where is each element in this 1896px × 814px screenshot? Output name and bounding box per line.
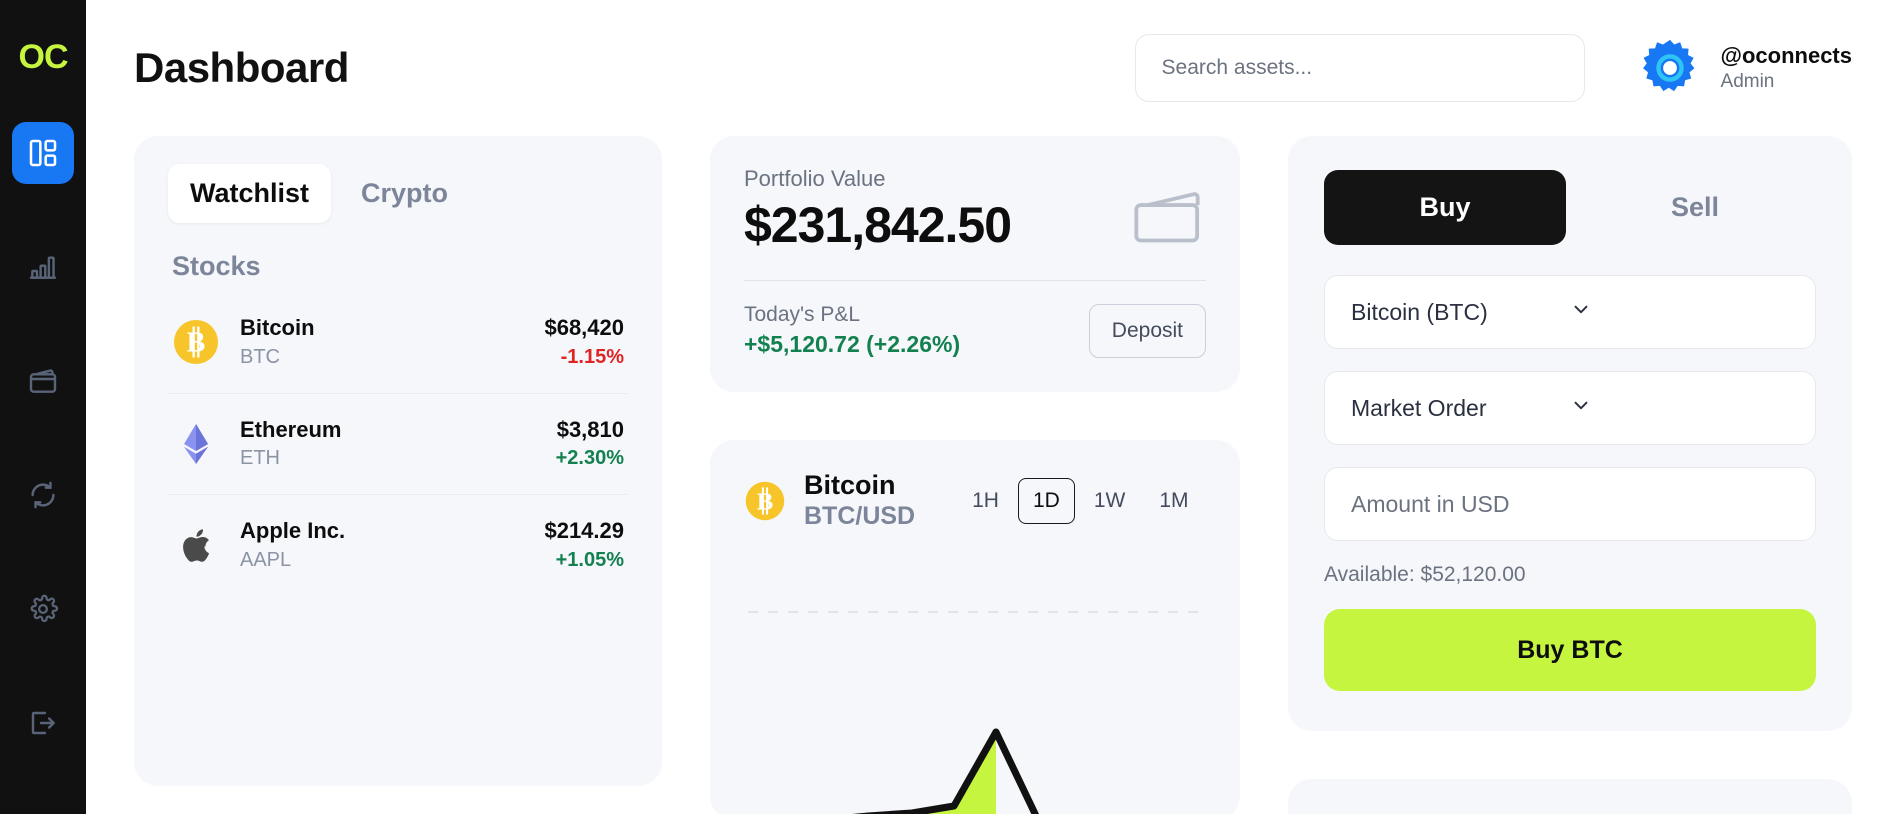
sidebar-item-settings[interactable] [12, 578, 74, 640]
tab-watchlist[interactable]: Watchlist [168, 164, 332, 223]
asset-symbol: BTC [240, 345, 280, 368]
portfolio-footer: Today's P&L +$5,120.72 (+2.26%) Deposit [744, 303, 1206, 358]
dashboard-grid: Watchlist Crypto Stocks B Bitcoin [134, 136, 1852, 814]
divider [744, 280, 1206, 281]
amount-input[interactable] [1351, 490, 1789, 518]
deposit-button[interactable]: Deposit [1088, 303, 1206, 358]
price-chart-card: B Bitcoin BTC/USD 1H [710, 440, 1240, 814]
refresh-swap-icon [27, 479, 59, 511]
gear-icon [27, 593, 59, 625]
topbar: Dashboard @oconnects Admin [134, 0, 1852, 136]
chevron-down-icon [1570, 298, 1789, 326]
list-item[interactable]: Ethereum ETH $3,810 +2.30% [168, 394, 628, 496]
chart-asset: B Bitcoin BTC/USD [744, 470, 915, 531]
search-box[interactable] [1134, 34, 1585, 102]
chart-asset-name: Bitcoin [804, 470, 896, 500]
profile-handle: @oconnects [1720, 43, 1852, 69]
timeframe-1m[interactable]: 1M [1159, 488, 1189, 512]
wallet-icon [27, 365, 59, 397]
sidebar-item-logout[interactable] [12, 692, 74, 754]
chart-asset-labels: Bitcoin BTC/USD [804, 470, 915, 531]
tab-buy[interactable]: Buy [1324, 170, 1566, 245]
portfolio-header: Portfolio Value $231,842.50 [744, 166, 1206, 254]
asset-name: Apple Inc. [240, 518, 346, 544]
order-type-value: Market Order [1351, 394, 1487, 421]
asset-values: $3,810 +2.30% [556, 416, 624, 473]
available-balance: Available: $52,120.00 [1324, 563, 1526, 586]
watchlist-tabs: Watchlist Crypto [168, 164, 628, 223]
timeframe-1d[interactable]: 1D [1017, 477, 1075, 524]
sidebar-item-analytics[interactable] [12, 236, 74, 298]
right-column: Buy Sell Bitcoin (BTC) Market Order [1288, 136, 1852, 814]
chart-asset-pair: BTC/USD [804, 502, 916, 531]
pnl-block: Today's P&L +$5,120.72 (+2.26%) [744, 303, 960, 358]
asset-change: -1.15% [560, 345, 624, 368]
profile-text: @oconnects Admin [1721, 42, 1852, 93]
price-chart-plot[interactable] [744, 570, 1206, 814]
submit-order-button[interactable]: Buy BTC [1324, 609, 1816, 691]
brand-logo[interactable]: OC [18, 38, 69, 76]
asset-price: $68,420 [544, 315, 624, 340]
asset-name: Ethereum [240, 416, 342, 442]
trade-panel-card: Buy Sell Bitcoin (BTC) Market Order [1288, 136, 1852, 731]
portfolio-label: Portfolio Value [744, 166, 886, 191]
asset-price: $214.29 [544, 518, 624, 544]
watchlist-section-title: Stocks [172, 251, 261, 281]
page-title: Dashboard [134, 44, 349, 91]
tab-sell[interactable]: Sell [1670, 192, 1720, 222]
asset-identity: Bitcoin BTC [240, 314, 524, 371]
sidebar: OC [0, 0, 86, 814]
timeframe-1w[interactable]: 1W [1093, 488, 1126, 512]
sidebar-item-wallet[interactable] [12, 350, 74, 412]
svg-text:B: B [757, 488, 773, 515]
bitcoin-icon: B [172, 318, 220, 366]
buy-sell-tabs: Buy Sell [1324, 170, 1816, 245]
order-type-select[interactable]: Market Order [1324, 371, 1816, 445]
watchlist-card: Watchlist Crypto Stocks B Bitcoin [134, 136, 662, 786]
apple-icon [172, 521, 220, 569]
timeframe-1h[interactable]: 1H [972, 488, 999, 512]
profile-role: Admin [1720, 70, 1775, 92]
chevron-down-icon [1570, 394, 1789, 422]
svg-text:B: B [187, 328, 206, 359]
asset-symbol: ETH [240, 447, 280, 470]
chart-header: B Bitcoin BTC/USD 1H [744, 470, 1206, 531]
search-input[interactable] [1161, 56, 1558, 80]
asset-name: Bitcoin [240, 315, 315, 340]
portfolio-value: $231,842.50 [744, 197, 1012, 253]
timeframe-selector: 1H 1D 1W 1M [957, 477, 1203, 524]
asset-select[interactable]: Bitcoin (BTC) [1324, 275, 1816, 349]
asset-values: $214.29 +1.05% [544, 517, 624, 574]
tab-crypto[interactable]: Crypto [361, 178, 449, 208]
asset-identity: Ethereum ETH [240, 416, 536, 473]
wallet-icon [1130, 188, 1206, 250]
asset-values: $68,420 -1.15% [544, 314, 624, 371]
layout-grid-icon [27, 137, 59, 169]
asset-price: $3,810 [556, 416, 624, 442]
pnl-value: +$5,120.72 (+2.26%) [744, 331, 961, 357]
asset-symbol: AAPL [240, 548, 292, 571]
sidebar-item-dashboard[interactable] [12, 122, 74, 184]
pnl-label: Today's P&L [744, 303, 861, 326]
amount-field[interactable] [1324, 467, 1816, 541]
main-content: Dashboard @oconnects Admin [86, 0, 1896, 814]
list-item[interactable]: B Bitcoin BTC $68,420 -1.15% [168, 292, 628, 394]
portfolio-card: Portfolio Value $231,842.50 [710, 136, 1240, 392]
asset-change: +1.05% [555, 548, 624, 571]
secondary-panel-card [1288, 779, 1852, 814]
asset-select-value: Bitcoin (BTC) [1351, 298, 1488, 325]
ethereum-icon [172, 420, 220, 468]
asset-identity: Apple Inc. AAPL [240, 517, 524, 574]
list-item[interactable]: Apple Inc. AAPL $214.29 +1.05% [168, 495, 628, 596]
asset-change: +2.30% [555, 447, 624, 470]
portfolio-value-block: Portfolio Value $231,842.50 [744, 166, 1012, 254]
profile[interactable]: @oconnects Admin [1637, 35, 1852, 101]
bar-chart-icon [27, 251, 59, 283]
bitcoin-icon: B [744, 480, 786, 522]
center-column: Portfolio Value $231,842.50 [710, 136, 1240, 814]
logout-icon [27, 707, 59, 739]
sidebar-item-transfers[interactable] [12, 464, 74, 526]
gear-avatar-icon [1637, 35, 1703, 101]
